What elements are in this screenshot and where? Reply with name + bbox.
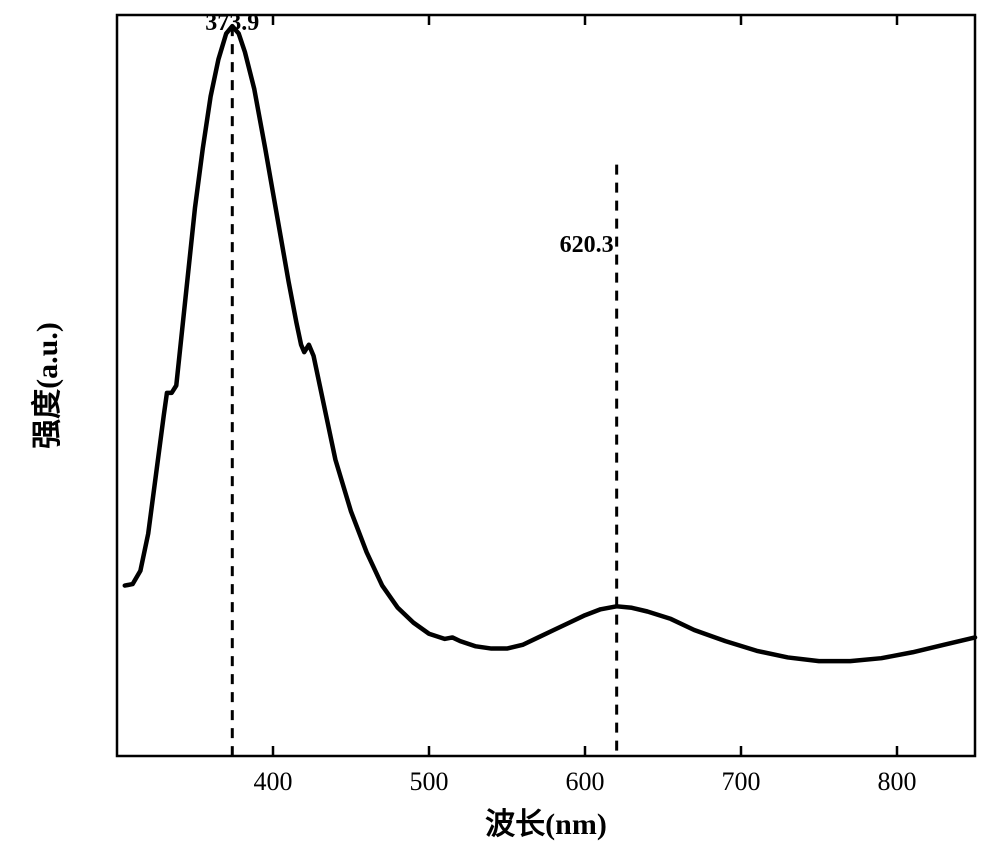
peak-label: 620.3 bbox=[560, 232, 614, 258]
x-tick-label: 400 bbox=[254, 767, 293, 796]
x-tick-label: 600 bbox=[566, 767, 605, 796]
y-axis-label: 强度(a.u.) bbox=[31, 322, 64, 449]
peak-label: 373.9 bbox=[205, 10, 259, 36]
spectrum-chart: 400 500 600 700 800 波长(nm) 强度(a.u.) 373.9 620.3 bbox=[0, 0, 1000, 859]
x-axis-label: 波长(nm) bbox=[485, 808, 607, 841]
x-tick-label: 800 bbox=[878, 767, 917, 796]
x-tick-label: 500 bbox=[410, 767, 449, 796]
chart-svg: 400 500 600 700 800 波长(nm) 强度(a.u.) 373.9 620.3 bbox=[0, 0, 1000, 859]
x-tick-label: 700 bbox=[722, 767, 761, 796]
